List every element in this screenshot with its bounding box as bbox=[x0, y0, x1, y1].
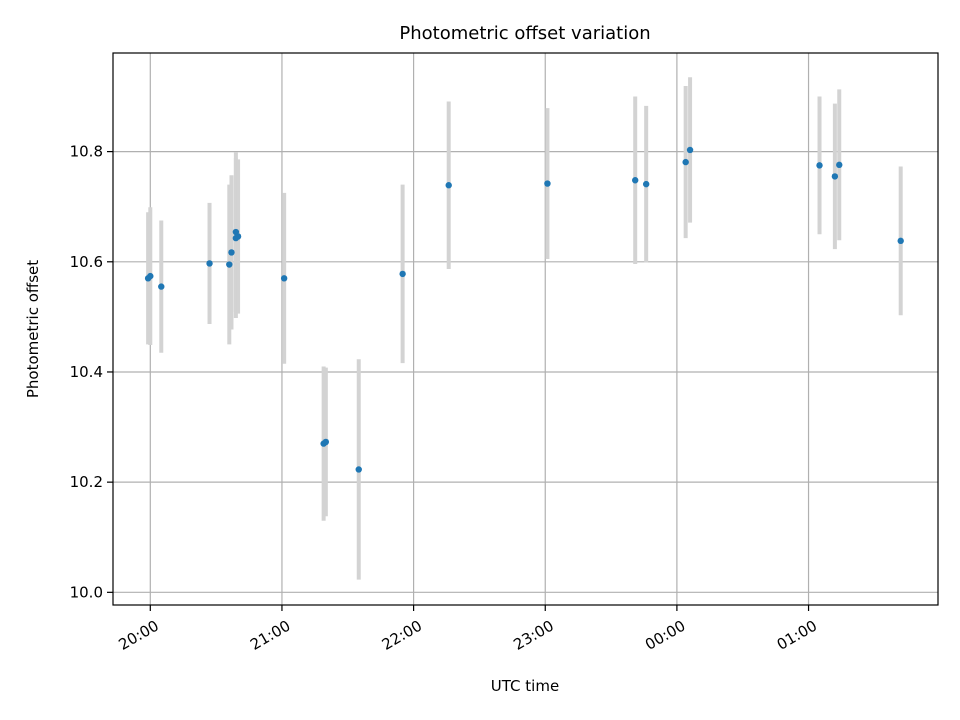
data-point bbox=[831, 173, 839, 180]
data-point bbox=[642, 180, 650, 188]
data-point bbox=[228, 249, 235, 256]
y-tick-label: 10.0 bbox=[70, 583, 103, 601]
data-points bbox=[144, 146, 904, 473]
data-point bbox=[158, 283, 165, 290]
data-point bbox=[632, 177, 639, 184]
data-point bbox=[897, 237, 904, 245]
y-tick-label: 10.2 bbox=[70, 473, 103, 491]
data-point bbox=[147, 272, 154, 280]
data-point bbox=[544, 180, 551, 187]
data-point bbox=[355, 466, 362, 473]
data-point bbox=[682, 158, 689, 166]
data-point bbox=[686, 146, 694, 154]
data-point bbox=[206, 260, 213, 267]
y-tick-label: 10.6 bbox=[70, 253, 103, 271]
grid bbox=[113, 53, 938, 605]
y-tick-label: 10.8 bbox=[70, 143, 103, 161]
data-point bbox=[226, 261, 233, 268]
y-axis: 10.0 10.2 10.4 10.6 10.8 bbox=[70, 143, 113, 601]
x-axis-label: UTC time bbox=[491, 677, 559, 695]
data-point bbox=[445, 182, 452, 189]
data-point bbox=[399, 270, 406, 278]
data-point bbox=[322, 438, 330, 446]
chart-title: Photometric offset variation bbox=[399, 23, 650, 44]
data-point bbox=[234, 233, 242, 240]
data-point bbox=[816, 162, 823, 169]
y-tick-label: 10.4 bbox=[70, 363, 103, 381]
data-point bbox=[836, 161, 843, 169]
plot-area-frame bbox=[112, 52, 939, 606]
data-point bbox=[280, 275, 288, 282]
y-axis-label: Photometric offset bbox=[24, 260, 42, 398]
